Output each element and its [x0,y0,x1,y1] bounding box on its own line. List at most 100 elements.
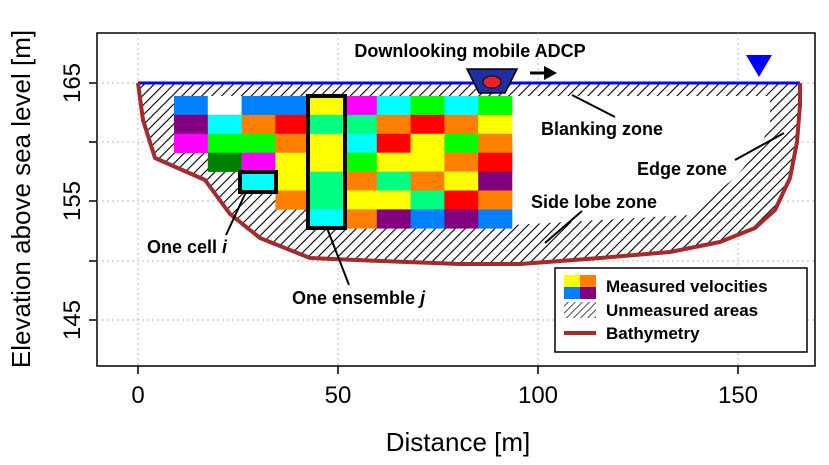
velocity-cell [376,114,411,135]
one-cell-prefix: One cell [147,237,222,257]
legend-box [554,267,808,353]
one-cell-var: i [222,237,228,257]
velocity-cell [478,96,513,116]
velocity-cell [376,152,411,172]
velocity-cell [343,171,378,191]
legend-bathymetry-label: Bathymetry [606,324,700,343]
velocity-cell [444,152,479,172]
velocity-cell [410,209,445,229]
velocity-cell [478,209,513,229]
velocity-cell [241,152,276,172]
velocity-cell [343,190,378,210]
direction-arrow [530,66,557,80]
velocity-cell [207,96,242,116]
one-ensemble-var: j [418,288,426,308]
legend-unmeasured-swatch [564,302,596,318]
velocity-cell [343,209,378,229]
blanking-zone-label: Blanking zone [541,119,663,139]
one-cell-highlight [238,170,278,194]
velocity-cell [478,152,513,172]
velocity-cell [343,133,378,153]
velocity-cell [275,133,310,153]
velocity-cell [376,171,411,191]
velocity-cell [478,190,513,210]
velocity-cell [241,133,276,153]
adcp-label: Downlooking mobile ADCP [354,41,585,61]
xtick-label-50: 50 [325,382,352,409]
legend: Measured velocities Unmeasured areas Bat… [554,267,808,353]
velocity-cell [410,152,445,172]
velocity-cell [275,190,310,210]
velocity-cells [174,96,513,229]
velocity-cell [309,152,344,172]
leader-lines [225,94,785,286]
velocity-cell [275,171,310,191]
side-lobe-leader [544,210,583,244]
edge-leader [734,132,785,161]
velocity-cell [444,209,479,229]
ensemble-leader [326,227,350,286]
one-ensemble-prefix: One ensemble [292,288,420,308]
one-ensemble-highlight [306,94,347,230]
velocity-cell [309,190,344,210]
velocity-cell [478,114,513,135]
velocity-cell [207,152,242,172]
adcp-transducer [482,75,502,89]
velocity-cell [309,171,344,191]
measured-region [512,96,770,225]
velocity-cell [410,133,445,153]
adcp-instrument [465,68,519,94]
velocity-cell [478,133,513,153]
velocity-cell [241,171,276,191]
legend-unmeasured-label: Unmeasured areas [606,301,758,320]
velocity-cell [275,152,310,172]
ytick-label-165: 165 [59,63,86,103]
velocity-cell [207,114,242,135]
velocity-cell [410,190,445,210]
velocity-cell [410,96,445,116]
velocity-cell [376,96,411,116]
cell-leader [225,191,247,236]
velocity-cell [444,190,479,210]
ytick-label-155: 155 [59,181,86,221]
velocity-cell [207,133,242,153]
velocity-cell [376,209,411,229]
velocity-cell [275,96,310,116]
one-ensemble-label: One ensemble j [292,288,426,308]
bathymetry-line [136,82,802,266]
xtick-label-0: 0 [131,382,144,409]
velocity-cell [444,96,479,116]
velocity-cell [410,114,445,135]
legend-measured-swatch [564,275,596,299]
side-lobe-zone-label: Side lobe zone [531,192,657,212]
blanking-leader [571,94,616,118]
xtick-label-150: 150 [718,382,758,409]
velocity-cell [174,133,209,153]
velocity-cell [309,209,344,229]
y-axis-label: Elevation above sea level [m] [6,30,36,368]
edge-zone-label: Edge zone [637,159,727,179]
velocity-cell [343,114,378,135]
velocity-cell [410,171,445,191]
legend-measured-label: Measured velocities [606,277,768,296]
velocity-cell [343,96,378,116]
velocity-cell [444,171,479,191]
velocity-cell [309,114,344,135]
velocity-cell [174,96,209,116]
x-axis-label: Distance [m] [386,427,531,457]
xtick-label-100: 100 [518,382,558,409]
velocity-cell [309,96,344,116]
velocity-cell [309,133,344,153]
velocity-cell [444,114,479,135]
velocity-cell [241,114,276,135]
velocity-cell [478,171,513,191]
velocity-cell [275,114,310,135]
velocity-cell [174,114,209,135]
velocity-cell [241,96,276,116]
velocity-cell [444,133,479,153]
water-level-marker [746,55,772,77]
axis-ticks [89,82,739,374]
velocity-cell [376,190,411,210]
velocity-cell [343,152,378,172]
